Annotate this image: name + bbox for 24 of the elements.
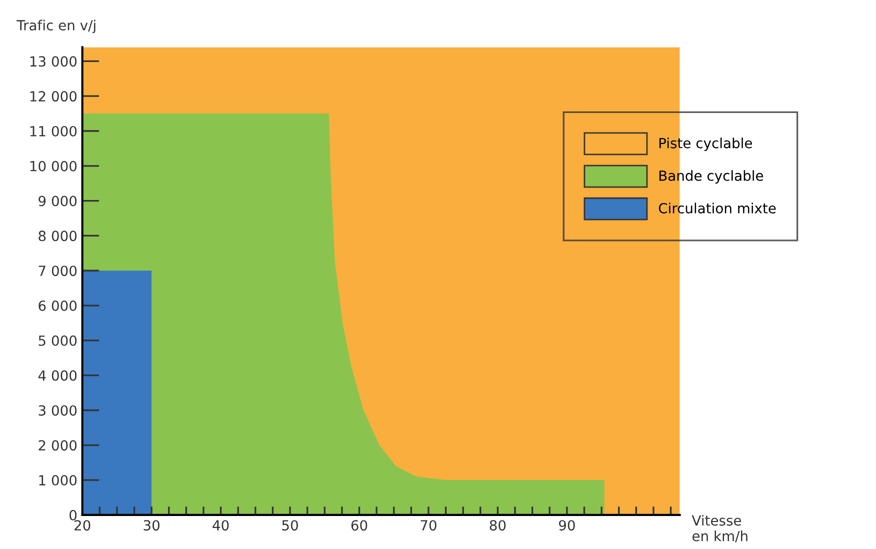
x-tick-label: 60 [351, 520, 368, 531]
y-tick-label: 5 000 [38, 335, 77, 346]
y-tick-label: 10 000 [30, 160, 77, 172]
y-tick-label: 9 000 [38, 196, 77, 206]
x-tick-label: 80 [490, 520, 506, 531]
x-axis-title: Vitesse en km/h [692, 514, 748, 542]
y-tick-label: 4 000 [38, 370, 77, 381]
y-tick-label: 7 000 [38, 266, 77, 276]
y-tick-label: 2 000 [38, 440, 77, 451]
y-tick-label: 12 000 [30, 91, 77, 102]
y-tick-label: 1 000 [39, 475, 77, 486]
y-tick-label: 11 000 [30, 126, 77, 136]
y-tick-label: 6 000 [38, 300, 77, 311]
y-tick-label: 13 000 [30, 56, 77, 67]
x-tick-label: 20 [74, 520, 90, 531]
x-tick-label: 40 [212, 520, 229, 531]
y-tick-label: 3 000 [38, 405, 77, 416]
y-tick-label: 8 000 [38, 230, 77, 242]
x-tick-label: 50 [282, 520, 298, 531]
x-tick-label: 30 [144, 520, 160, 531]
x-tick-label: 90 [558, 520, 575, 531]
y-axis-title: Trafic en v/j [16, 20, 96, 34]
x-tick-label: 70 [420, 520, 436, 531]
y-tick-label: 0 [70, 510, 77, 520]
